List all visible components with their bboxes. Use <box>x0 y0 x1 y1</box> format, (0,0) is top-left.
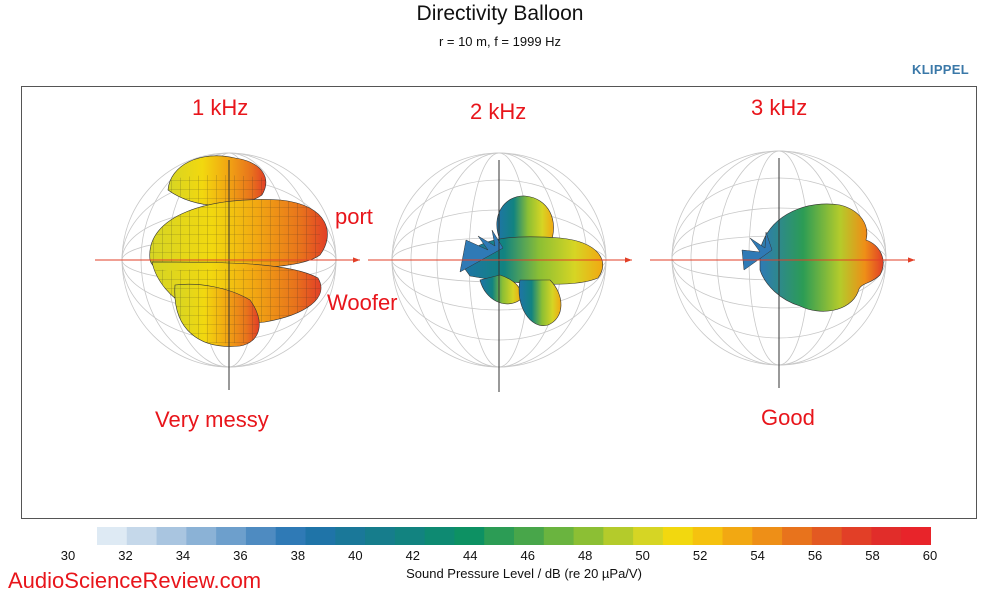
colorbar-swatch <box>662 527 694 545</box>
colorbar-swatch <box>603 527 634 545</box>
colorbar-tick-label: 40 <box>348 548 363 563</box>
colorbar-swatch <box>245 527 277 545</box>
colorbar-swatch <box>454 527 485 545</box>
label-port: port <box>335 204 373 229</box>
colorbar-tick-label: 34 <box>175 548 191 563</box>
colorbar-swatch <box>216 527 247 545</box>
colorbar-swatch <box>394 527 426 545</box>
colorbar-swatch <box>841 527 872 545</box>
colorbar-swatch <box>156 527 187 545</box>
lobes-2khz <box>459 195 603 326</box>
colorbar-swatch <box>573 527 604 545</box>
colorbar-swatch <box>782 527 813 545</box>
lobes-3khz <box>741 203 884 312</box>
colorbar-tick-label: 32 <box>118 548 133 563</box>
colorbar-swatch <box>811 527 843 545</box>
colorbar-tick-label: 30 <box>60 548 76 563</box>
colorbar-tick-label: 56 <box>807 548 823 563</box>
colorbar-tick-label: 46 <box>520 548 535 563</box>
colorbar-swatch <box>335 527 366 545</box>
balloon-2khz <box>368 152 632 392</box>
colorbar-swatch <box>752 527 783 545</box>
colorbar <box>97 527 931 545</box>
colorbar-swatch <box>633 527 664 545</box>
colorbar-tick-label: 42 <box>405 548 421 563</box>
colorbar-swatch <box>722 527 753 545</box>
colorbar-swatch <box>871 527 902 545</box>
colorbar-swatch <box>126 527 158 545</box>
colorbar-tick-label: 48 <box>577 548 593 563</box>
colorbar-label: Sound Pressure Level / dB (re 20 µPa/V) <box>406 566 642 581</box>
colorbar-tick-label: 38 <box>290 548 306 563</box>
colorbar-swatch <box>186 527 217 545</box>
colorbar-swatch <box>484 527 515 545</box>
label-3khz: 3 kHz <box>751 95 808 120</box>
colorbar-tick-label: 44 <box>463 548 478 563</box>
colorbar-swatch <box>514 527 545 545</box>
balloon-1khz <box>95 152 360 390</box>
colorbar-tick-label: 60 <box>922 548 938 563</box>
colorbar-tick-label: 54 <box>750 548 765 563</box>
colorbar-tick-label: 50 <box>635 548 650 563</box>
colorbar-swatch <box>543 527 575 545</box>
label-1khz: 1 kHz <box>192 95 249 120</box>
plot-frame <box>21 86 977 519</box>
colorbar-swatch <box>901 527 931 545</box>
lobes-1khz <box>149 155 328 347</box>
colorbar-tick-label: 36 <box>233 548 248 563</box>
chart-title: Directivity Balloon <box>416 2 584 25</box>
balloon-3khz <box>650 150 915 388</box>
label-2khz: 2 kHz <box>470 99 527 124</box>
chart-subtitle: r = 10 m, f = 1999 Hz <box>438 34 562 49</box>
brand-logo: KLIPPEL <box>912 62 969 77</box>
colorbar-swatch <box>275 527 306 545</box>
colorbar-swatch <box>97 527 128 545</box>
colorbar-swatch <box>365 527 396 545</box>
label-good: Good <box>761 405 815 430</box>
colorbar-tick-label: 52 <box>692 548 708 563</box>
watermark: AudioScienceReview.com <box>8 568 262 593</box>
colorbar-swatch <box>692 527 723 545</box>
label-woofer: Woofer <box>327 290 398 315</box>
colorbar-tick-label: 58 <box>865 548 880 563</box>
colorbar-swatch <box>424 527 455 545</box>
colorbar-swatch <box>305 527 336 545</box>
label-very-messy: Very messy <box>155 407 269 432</box>
